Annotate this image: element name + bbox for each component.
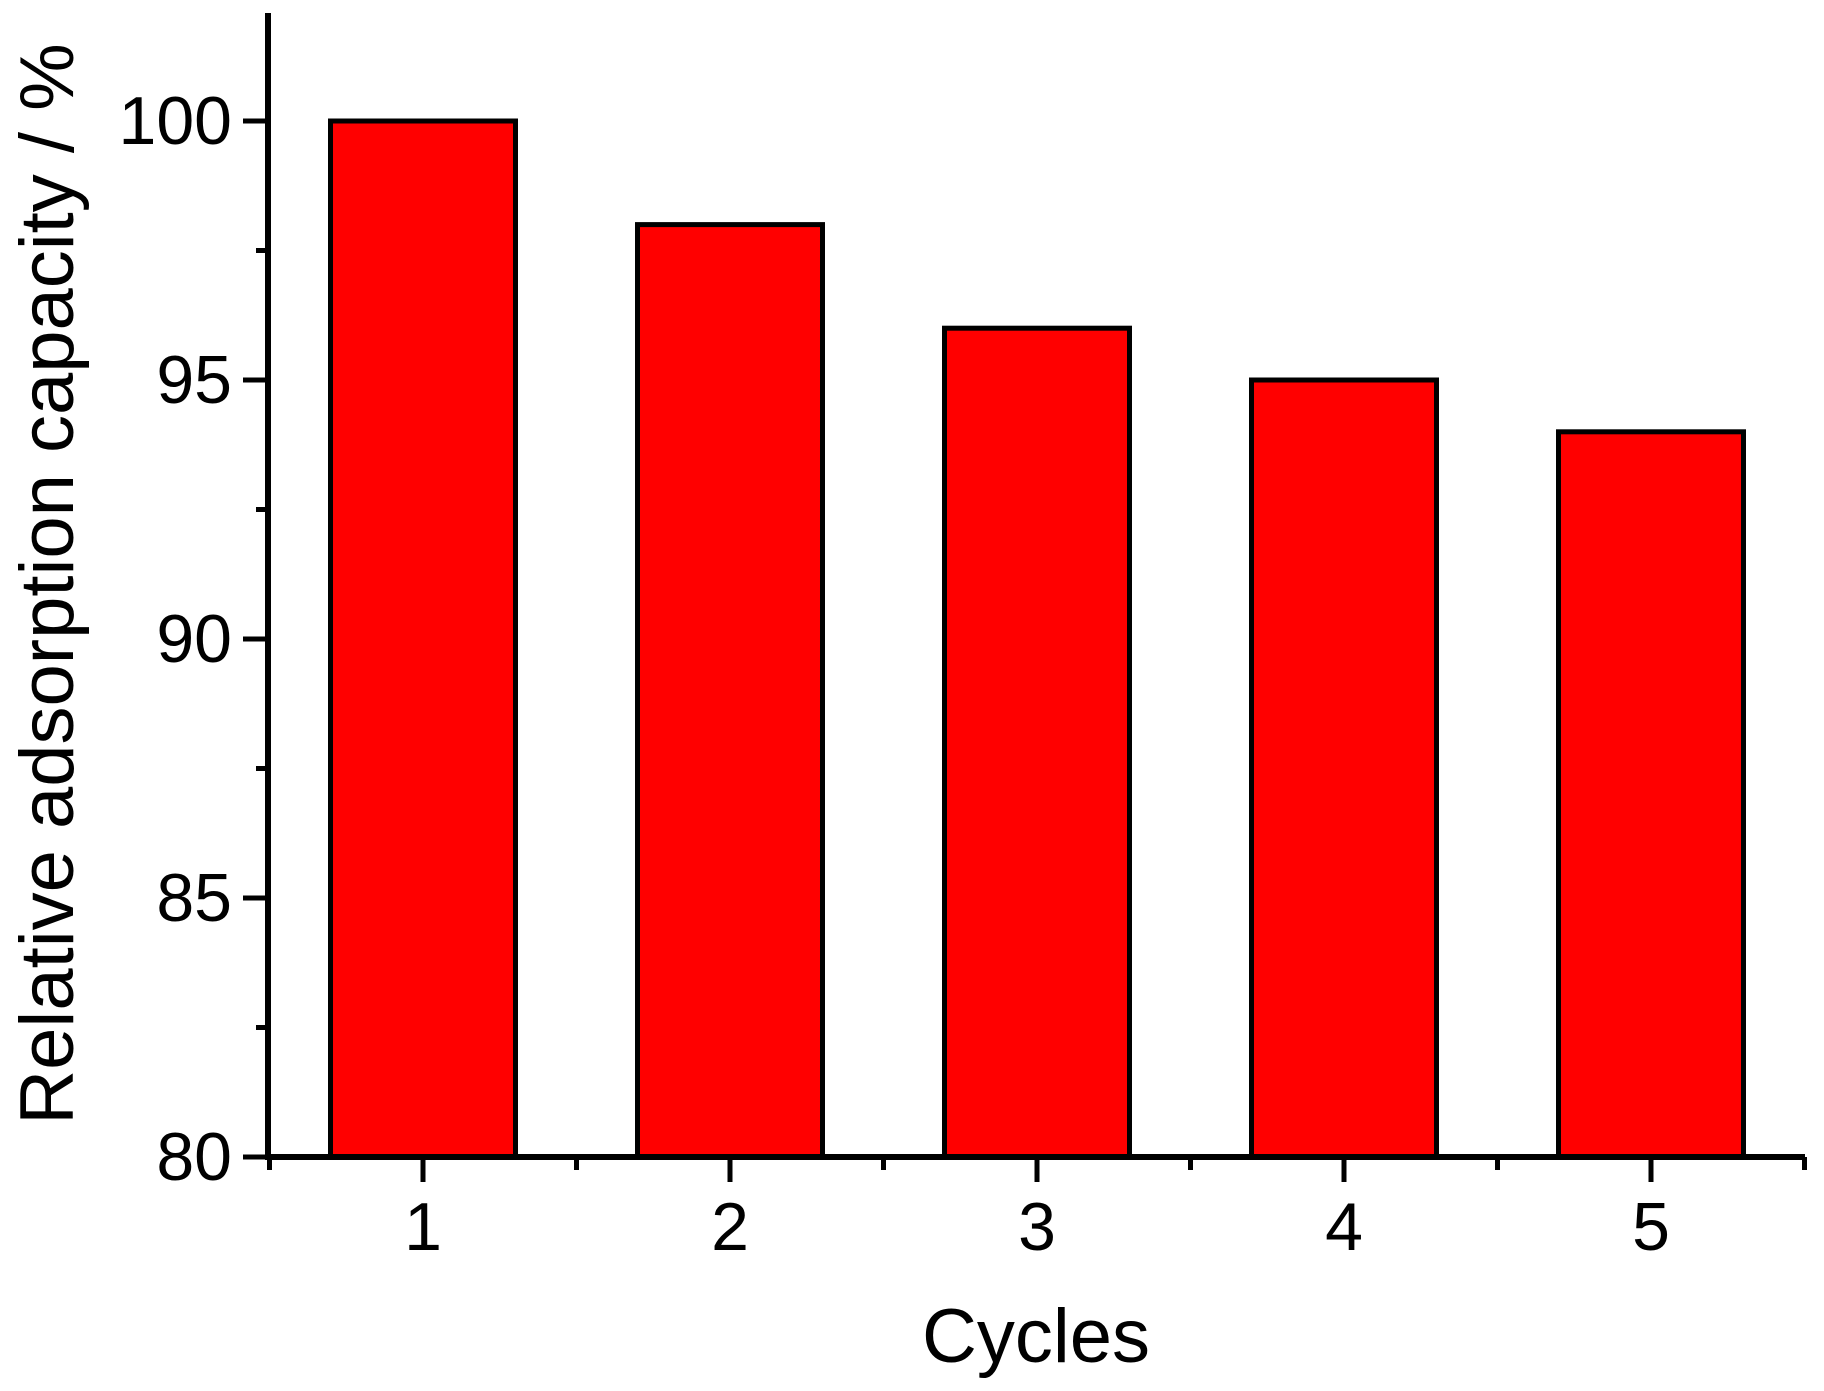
x-axis-title: Cycles — [922, 1294, 1150, 1379]
y-tick-label: 85 — [156, 860, 232, 936]
bar-cycle-2 — [635, 222, 825, 1160]
y-tick-label: 100 — [119, 83, 232, 159]
bar-cycle-5 — [1556, 429, 1746, 1160]
y-tick-label: 95 — [156, 342, 232, 418]
x-tick-label: 5 — [1632, 1189, 1670, 1265]
x-tick-label: 1 — [404, 1189, 442, 1265]
x-tick-label: 3 — [1018, 1189, 1056, 1265]
bar-cycle-4 — [1249, 377, 1439, 1160]
x-tick-label: 2 — [711, 1189, 749, 1265]
bars-layer — [328, 118, 1746, 1160]
y-axis-title: Relative adsorption capacity / % — [5, 43, 90, 1124]
bar-cycle-1 — [328, 118, 518, 1160]
bar-cycle-3 — [942, 325, 1132, 1160]
axes-layer — [243, 13, 1807, 1182]
tick-labels-layer: 80 85 90 95 100 1 2 3 4 5 — [119, 83, 1670, 1265]
y-tick-label: 90 — [156, 601, 232, 677]
x-tick-label: 4 — [1325, 1189, 1363, 1265]
y-tick-label: 80 — [156, 1119, 232, 1195]
